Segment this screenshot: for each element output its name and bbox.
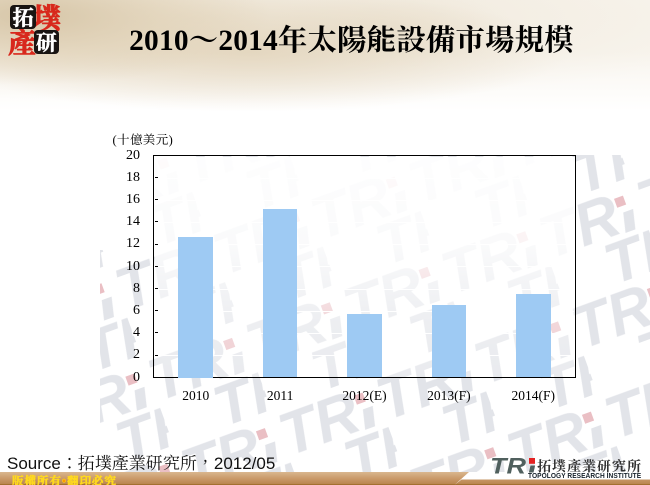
svg-text:TR: TR <box>490 457 526 479</box>
